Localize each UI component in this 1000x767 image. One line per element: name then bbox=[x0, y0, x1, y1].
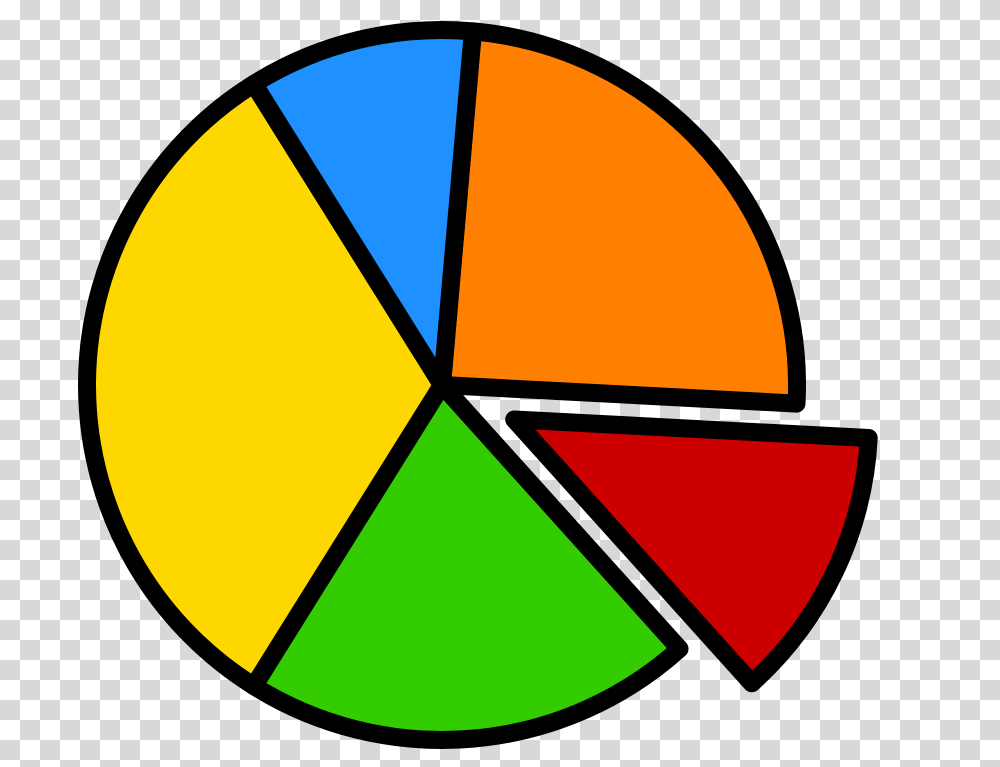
pie-chart bbox=[0, 0, 1000, 767]
pie-slice-orange bbox=[442, 31, 797, 403]
pie-slices-group bbox=[87, 30, 869, 740]
